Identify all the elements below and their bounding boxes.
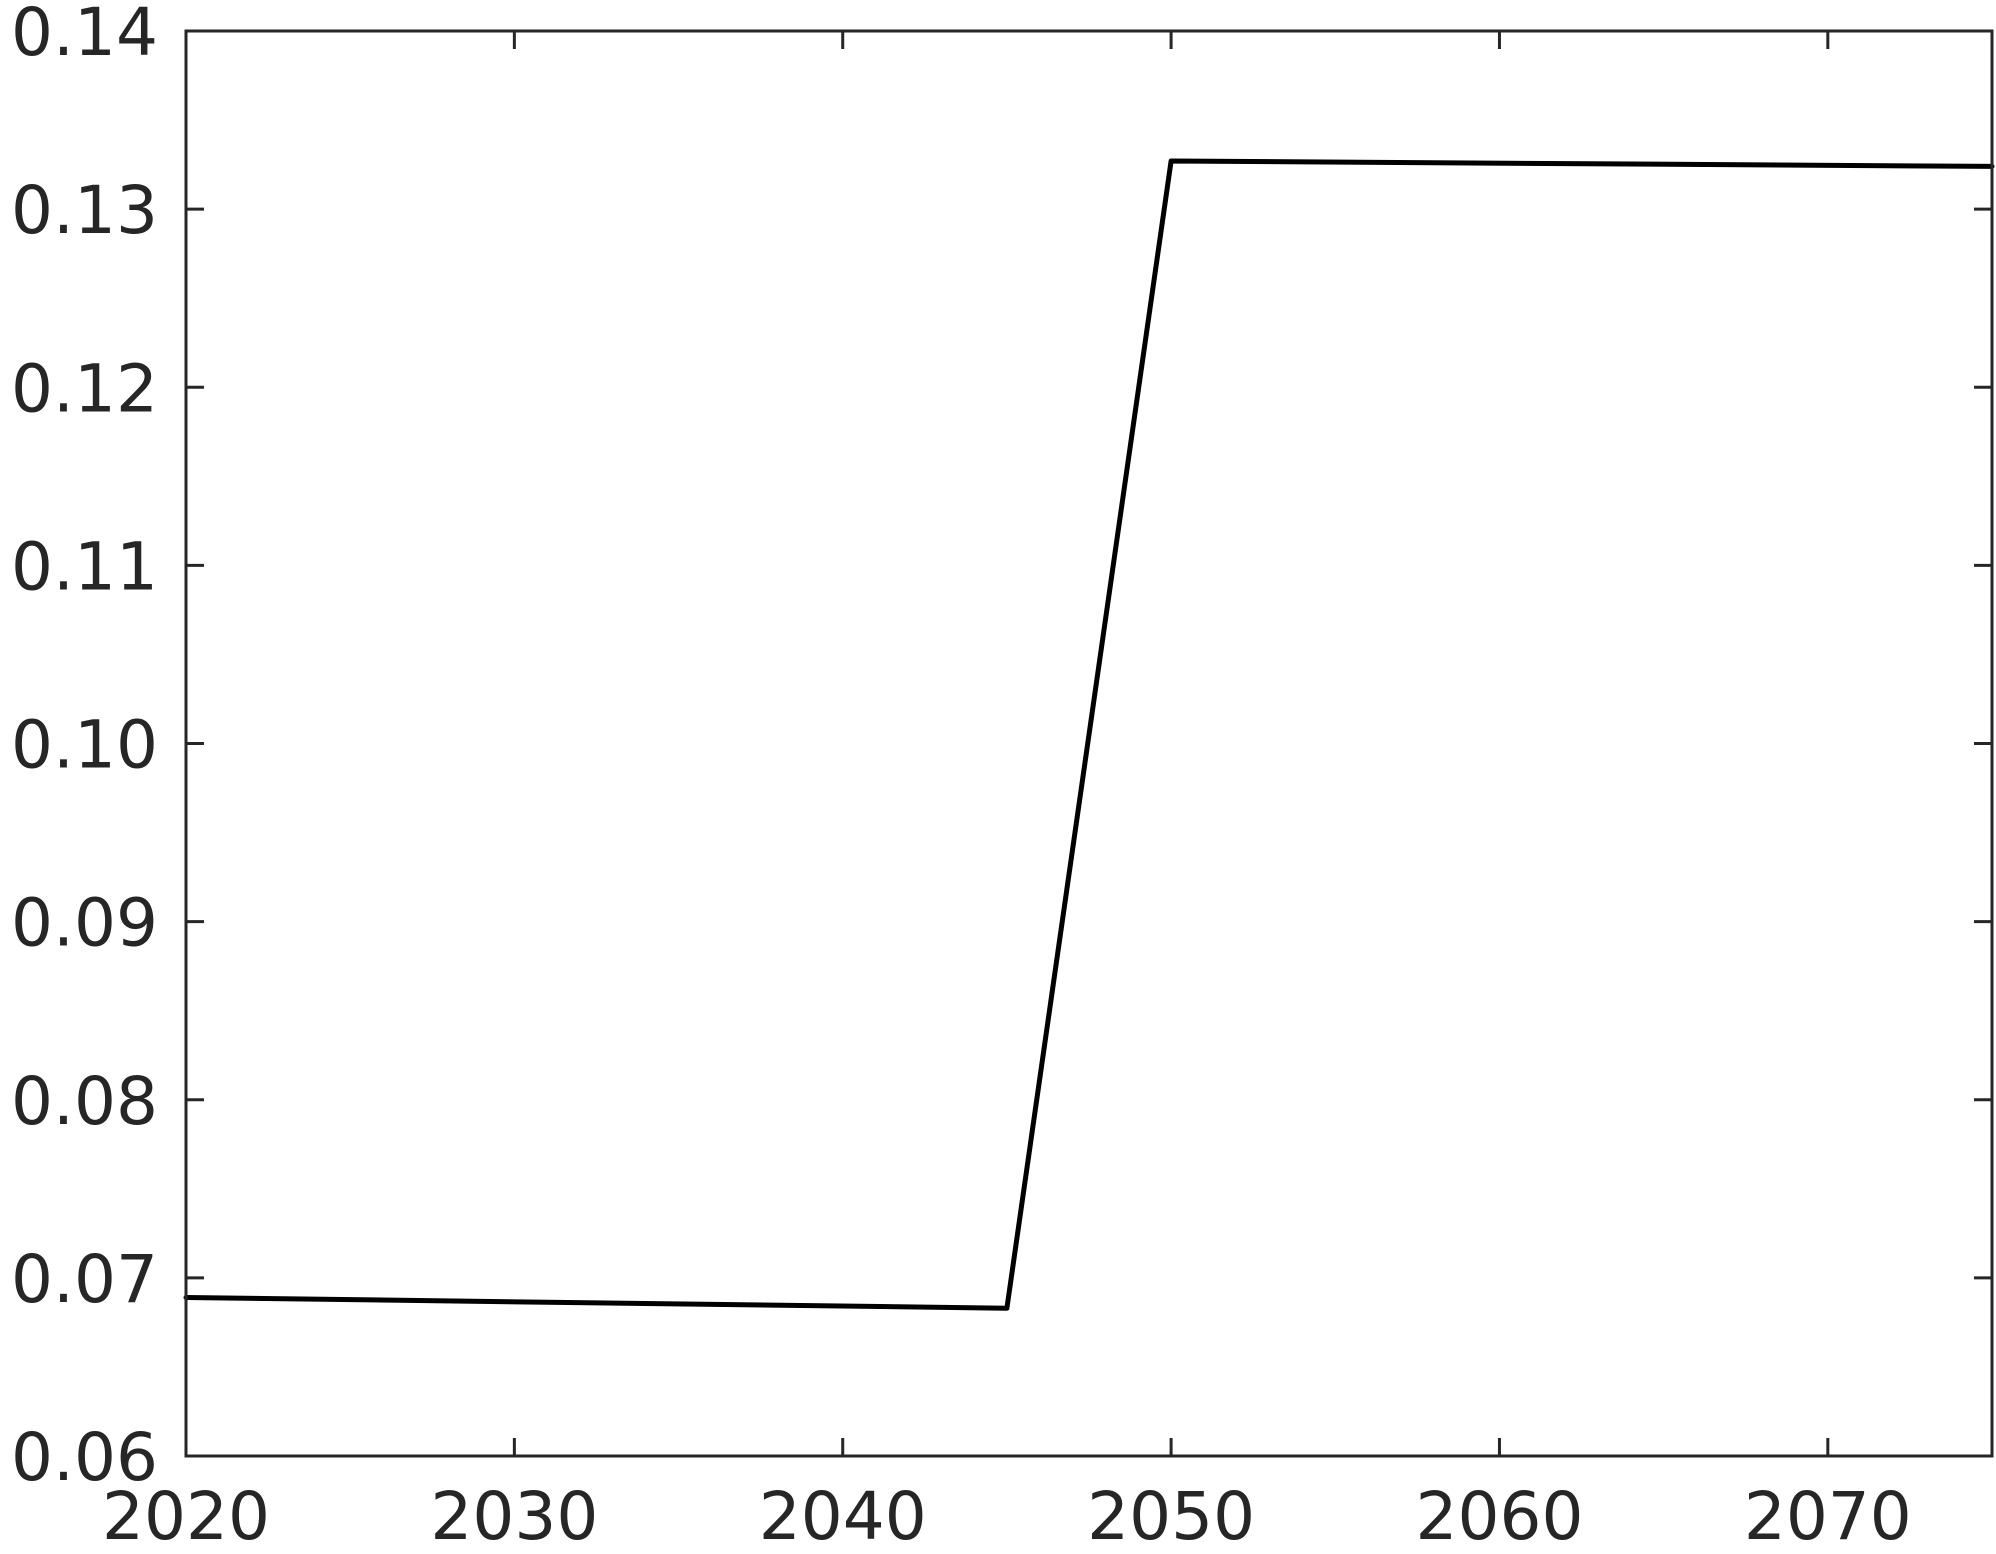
x-tick-label: 2020 [102,1478,270,1554]
series-layer [183,158,1995,1311]
y-tick-label: 0.14 [11,0,158,71]
y-tick-label: 0.07 [11,1241,158,1318]
x-tick-label: 2040 [759,1478,927,1554]
y-tick-label: 0.08 [11,1063,158,1140]
y-tick-label: 0.06 [11,1419,158,1496]
x-tick-label: 2060 [1415,1478,1583,1554]
y-tick-label: 0.11 [11,528,158,605]
plot-frame [184,29,1994,1458]
x-tick-label: 2050 [1087,1478,1255,1554]
x-tick-label: 2030 [430,1478,598,1554]
y-tick-label: 0.13 [11,172,158,249]
series-line [183,158,1995,1311]
y-tick-label: 0.10 [11,707,158,784]
y-tick-label: 0.12 [11,350,158,427]
y-tick-label: 0.09 [11,885,158,962]
x-tick-label: 2070 [1744,1478,1912,1554]
tick-labels: 2020 2030 2040 2050 2060 2070 0.06 0.07 0.08 0.09… [11,0,1912,1554]
